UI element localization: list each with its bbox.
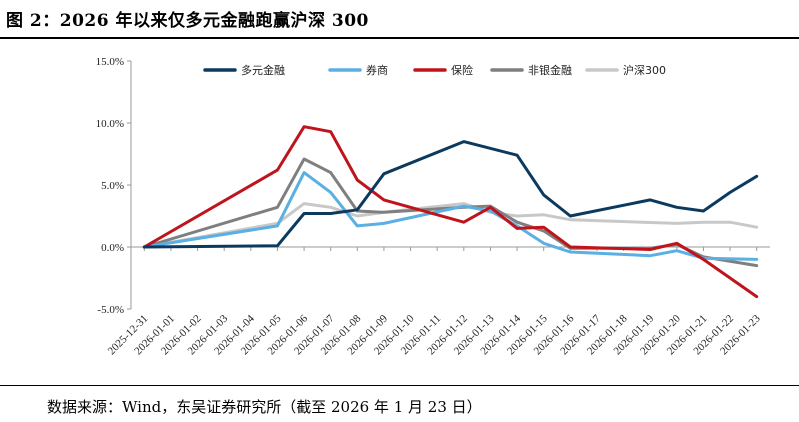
- y-tick-label: 0.0%: [101, 242, 124, 254]
- bottom-rule: [0, 385, 799, 386]
- series-line-1: [142, 171, 759, 261]
- legend-label: 保险: [451, 63, 473, 77]
- legend-label: 券商: [366, 63, 388, 77]
- y-tick-label: 15.0%: [96, 56, 124, 68]
- y-tick-label: 10.0%: [96, 118, 124, 130]
- legend-label: 沪深300: [623, 63, 666, 77]
- series-line-0: [142, 140, 759, 249]
- legend-label: 非银金融: [528, 63, 572, 77]
- top-rule: [0, 37, 799, 39]
- series-line-3: [142, 157, 759, 268]
- chart-legend: 多元金融 券商 保险 非银金融 沪深300: [203, 63, 666, 77]
- y-tick-label: -5.0%: [97, 304, 124, 316]
- source-note: 数据来源：Wind，东吴证券研究所（截至 2026 年 1 月 23 日）: [47, 398, 482, 416]
- series-line-2: [142, 125, 759, 299]
- legend-label: 多元金融: [241, 63, 285, 77]
- chart-series-lines: [142, 125, 759, 299]
- y-tick-label: 5.0%: [101, 180, 124, 192]
- figure-title: 图 2：2026 年以来仅多元金融跑赢沪深 300: [6, 11, 369, 31]
